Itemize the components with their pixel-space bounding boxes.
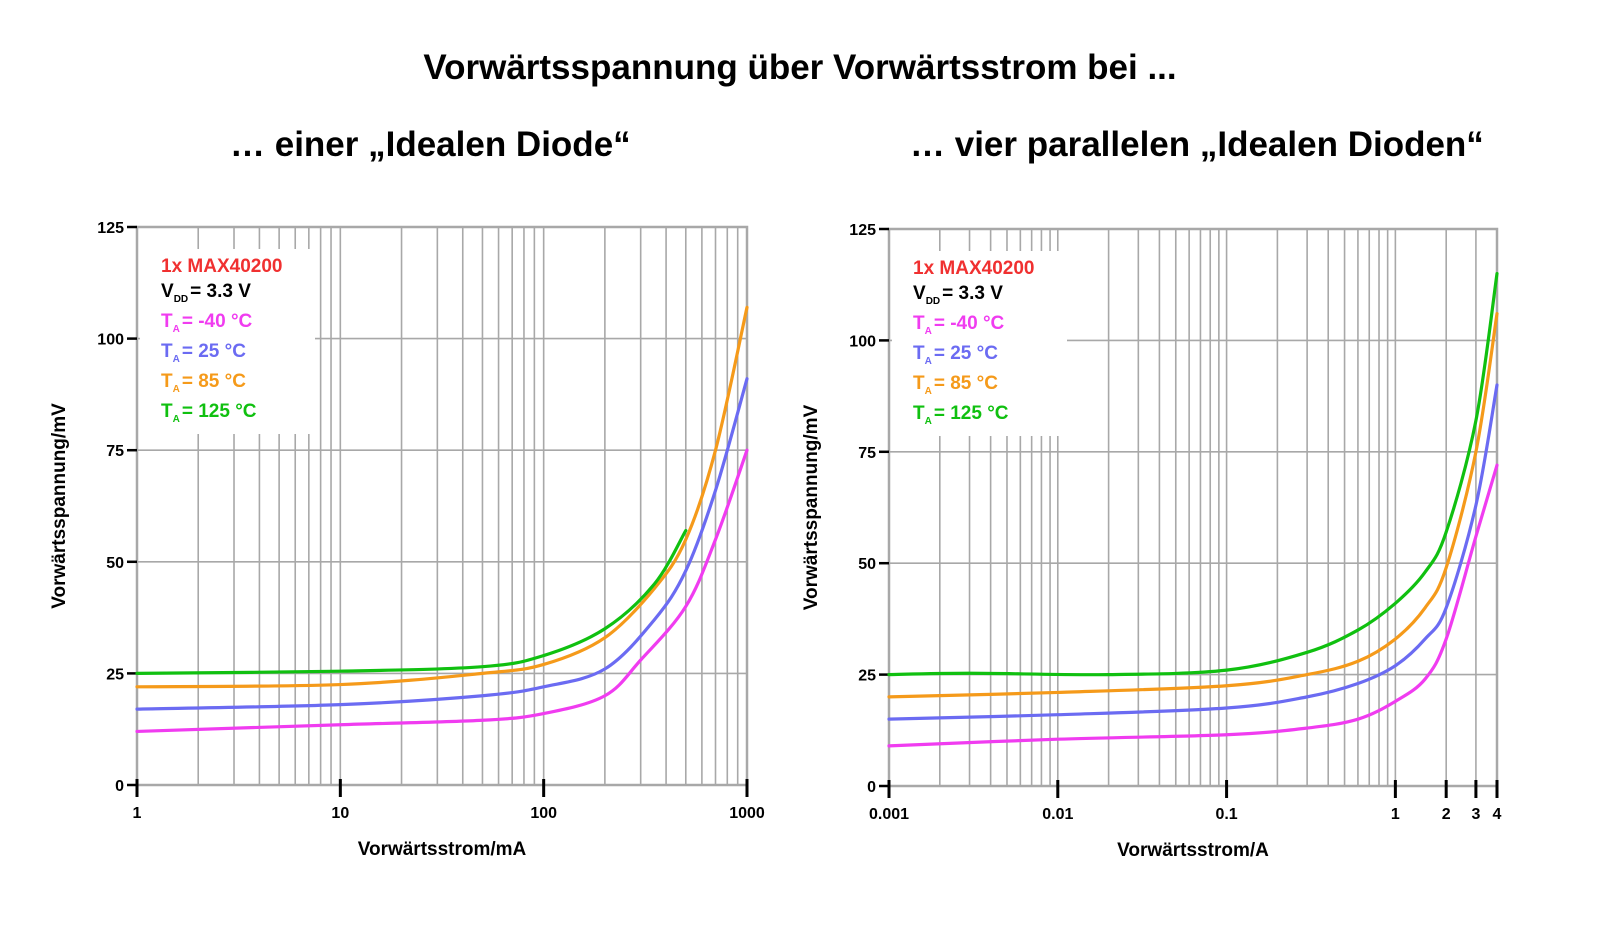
legend: 1x MAX40200 VDD = 3.3 V TA = -40 °C TA = 25 °C… [913, 258, 1034, 427]
x-tick-label: 100 [530, 805, 557, 822]
y-tick-label: 25 [106, 666, 124, 683]
x-tick-label: 0.001 [869, 806, 909, 823]
legend-vdd: VDD = 3.3 V [161, 281, 251, 305]
y-tick-label: 125 [849, 222, 876, 239]
y-tick-label: 75 [106, 443, 124, 460]
series-curve [135, 528, 688, 675]
legend-entry: TA = -40 °C [913, 313, 1005, 337]
legend-entry: TA = 85 °C [913, 373, 998, 397]
legend-background [892, 251, 1067, 436]
series-curve [887, 463, 1499, 748]
legend-entry: TA = -40 °C [161, 311, 253, 335]
legend: 1x MAX40200 VDD = 3.3 V TA = -40 °C TA = 25 °C… [161, 256, 282, 425]
x-tick-label: 1 [133, 805, 142, 822]
plot-frame [135, 225, 749, 787]
legend-entry: TA = 125 °C [161, 401, 257, 425]
x-tick-label: 3 [1471, 806, 1480, 823]
series-curve [887, 312, 1499, 699]
legend-entry: TA = 25 °C [913, 343, 998, 367]
y-tick-label: 100 [849, 333, 876, 350]
x-axis-label: Vorwärtsstrom/A [1117, 840, 1269, 861]
left-chart-subtitle: … einer „Idealen Diode“ [230, 125, 631, 164]
y-tick-label: 50 [106, 555, 124, 572]
x-axis-label: Vorwärtsstrom/mA [358, 839, 527, 860]
y-tick-label: 0 [867, 779, 876, 796]
plot-area [135, 225, 749, 787]
right-chart-subtitle: … vier parallelen „Idealen Dioden“ [910, 125, 1484, 164]
y-tick-label: 125 [97, 220, 124, 237]
chart-single-diode: 0 25 50 75 100 125 1 10 100 1000 Vorwärtsstrom/mA V… [49, 220, 765, 860]
legend-device: 1x MAX40200 [161, 256, 282, 277]
y-tick-label: 0 [115, 778, 124, 795]
main-title: Vorwärtsspannung über Vorwärtsstrom bei … [423, 48, 1177, 87]
plot-frame [887, 227, 1499, 788]
x-tick-label: 2 [1442, 806, 1451, 823]
x-tick-label: 1000 [729, 805, 765, 822]
x-tick-label: 10 [331, 805, 349, 822]
series-curve [135, 305, 749, 689]
y-tick-label: 50 [858, 556, 876, 573]
series-curve [887, 383, 1499, 721]
x-tick-label: 0.01 [1042, 806, 1073, 823]
y-axis-label: Vorwärtsspannung/mV [49, 403, 70, 609]
y-tick-label: 25 [858, 668, 876, 685]
y-tick-label: 75 [858, 445, 876, 462]
x-tick-label: 4 [1493, 806, 1502, 823]
legend-background [140, 249, 315, 434]
series-curve [887, 271, 1499, 677]
series-curve [135, 448, 749, 734]
x-tick-label: 0.1 [1215, 806, 1237, 823]
legend-entry: TA = 85 °C [161, 371, 246, 395]
y-axis-label: Vorwärtsspannung/mV [801, 404, 822, 610]
y-tick-label: 100 [97, 332, 124, 349]
series-curve [135, 377, 749, 711]
legend-device: 1x MAX40200 [913, 258, 1034, 279]
legend-entry: TA = 25 °C [161, 341, 246, 365]
x-tick-label: 1 [1391, 806, 1400, 823]
legend-vdd: VDD = 3.3 V [913, 283, 1003, 307]
legend-entry: TA = 125 °C [913, 403, 1009, 427]
